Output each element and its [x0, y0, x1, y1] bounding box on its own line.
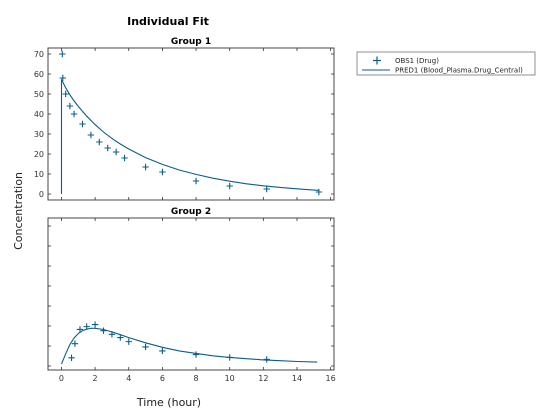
data-point — [68, 354, 75, 362]
panel-group-2: Group 2 0 2 4 6 8 10 12 14 16 — [47, 207, 336, 383]
data-point — [192, 351, 200, 358]
data-point — [62, 90, 69, 98]
data-point — [159, 347, 166, 355]
data-point — [112, 148, 120, 156]
legend: OBS1 (Drug) PRED1 (Blood_Plasma.Drug_Cen… — [356, 51, 536, 76]
data-point — [70, 110, 78, 118]
y-tick-label: 10 — [34, 170, 44, 179]
data-point — [71, 340, 79, 347]
data-point — [159, 168, 166, 176]
panel-title: Group 1 — [171, 37, 211, 47]
series-line — [60, 78, 319, 194]
data-point — [226, 182, 233, 190]
data-point — [263, 185, 270, 193]
x-axis-label: Time (hour) — [136, 396, 201, 409]
legend-entry-pred: PRED1 (Blood_Plasma.Drug_Central) — [362, 67, 523, 75]
data-point — [76, 326, 84, 333]
figure-title: Individual Fit — [127, 15, 209, 28]
data-point — [142, 343, 149, 351]
plot-area — [47, 47, 335, 201]
data-point — [59, 74, 67, 82]
data-point — [87, 131, 95, 139]
x-tick-label: 6 — [160, 374, 165, 383]
x-tick-label: 10 — [225, 374, 235, 383]
y-tick-label: 0 — [39, 190, 44, 199]
y-tick-label: 30 — [34, 130, 44, 139]
panel-group-1: Group 1 0 10 20 30 40 50 60 70 — [34, 37, 335, 201]
x-tick-label: 2 — [93, 374, 98, 383]
data-point — [59, 50, 66, 58]
series-line — [60, 327, 318, 365]
data-point — [117, 334, 124, 341]
y-tick-label: 60 — [34, 70, 44, 79]
y-tick-label: 20 — [34, 150, 44, 159]
x-tick-label: 0 — [59, 374, 64, 383]
data-point — [79, 120, 86, 128]
legend-entry-obs: OBS1 (Drug) — [373, 56, 439, 65]
data-point — [192, 177, 200, 185]
legend-marker-plus — [373, 56, 381, 65]
x-tick-label: 8 — [194, 374, 199, 383]
legend-box — [356, 51, 536, 76]
data-point — [96, 138, 103, 146]
y-tick-label: 50 — [34, 90, 44, 99]
y-tick-label: 70 — [34, 50, 44, 59]
panel-title: Group 2 — [171, 207, 211, 217]
x-tick-label: 4 — [126, 374, 131, 383]
data-point — [104, 144, 111, 152]
data-point — [121, 154, 128, 162]
data-point — [125, 338, 132, 345]
data-point — [142, 163, 149, 171]
legend-label: OBS1 (Drug) — [395, 57, 439, 65]
x-tick-label: 14 — [292, 374, 302, 383]
data-point — [91, 321, 99, 328]
plot-area — [47, 217, 335, 371]
y-axis-label: Concentration — [12, 172, 25, 250]
data-point — [66, 102, 74, 110]
x-tick-label: 12 — [258, 374, 268, 383]
legend-label: PRED1 (Blood_Plasma.Drug_Central) — [395, 67, 523, 75]
x-tick-label: 16 — [326, 374, 336, 383]
y-tick-label: 40 — [34, 110, 44, 119]
